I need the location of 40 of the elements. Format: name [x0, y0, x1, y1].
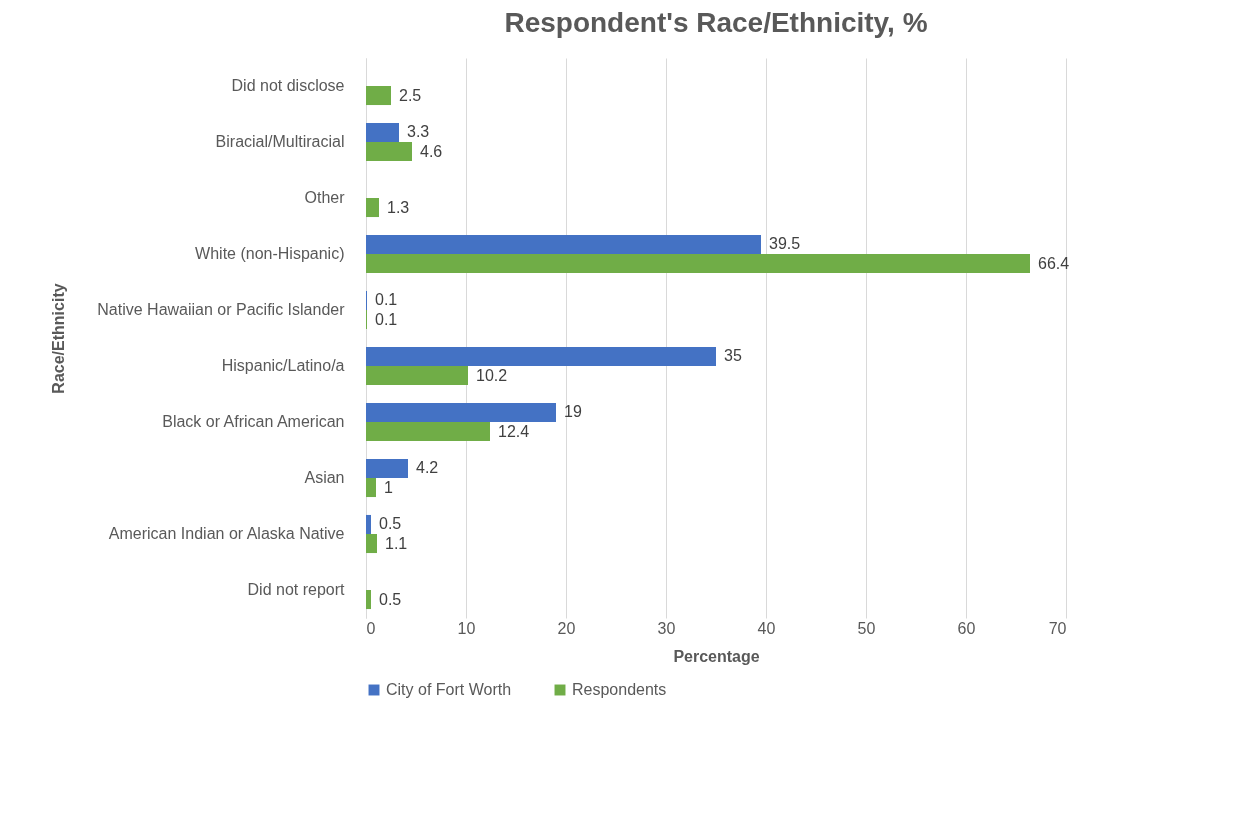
data-label: 2.5: [399, 86, 422, 104]
y-tick-label: Biracial/Multiracial: [215, 133, 345, 150]
x-tick-label: 10: [457, 619, 476, 637]
x-tick-label: 50: [857, 619, 876, 637]
x-tick-label: 30: [657, 619, 676, 637]
y-tick-label: Black or African American: [162, 413, 345, 430]
y-tick-label: Asian: [304, 469, 345, 486]
x-tick-label: 70: [1048, 619, 1067, 637]
data-label: 0.1: [375, 310, 398, 328]
data-label: 1.1: [385, 534, 408, 552]
y-tick-label: Did not disclose: [231, 77, 345, 94]
legend-label: Respondents: [572, 681, 667, 698]
x-tick-label: 40: [757, 619, 776, 637]
y-tick-label: American Indian or Alaska Native: [108, 525, 345, 542]
y-tick-label: Other: [304, 189, 346, 206]
data-label: 1.3: [387, 198, 410, 216]
data-label: 4.6: [420, 142, 443, 160]
data-label: 19: [564, 403, 582, 421]
y-tick-label: White (non-Hispanic): [195, 245, 345, 262]
y-axis-title: Race/Ethnicity: [49, 283, 67, 394]
data-label: 1: [384, 478, 393, 496]
legend-label: City of Fort Worth: [386, 681, 512, 698]
x-axis-title: Percentage: [673, 647, 760, 665]
chart-title: Respondent's Race/Ethnicity, %: [504, 7, 928, 38]
data-label: 12.4: [498, 422, 530, 440]
data-label: 10.2: [476, 366, 508, 384]
data-label: 0.1: [375, 291, 398, 309]
data-label: 35: [724, 347, 742, 365]
data-label: 0.5: [379, 515, 402, 533]
x-tick-label: 20: [557, 619, 576, 637]
data-label: 3.3: [407, 123, 430, 141]
y-tick-label: Native Hawaiian or Pacific Islander: [97, 301, 346, 318]
x-tick-label: 0: [366, 619, 376, 637]
data-label: 0.5: [379, 590, 402, 608]
data-label: 66.4: [1038, 254, 1070, 272]
y-tick-label: Hispanic/Latino/a: [221, 357, 345, 374]
y-tick-label: Did not report: [247, 581, 346, 598]
x-tick-label: 60: [957, 619, 976, 637]
data-label: 39.5: [769, 235, 801, 253]
data-label: 4.2: [416, 459, 439, 477]
